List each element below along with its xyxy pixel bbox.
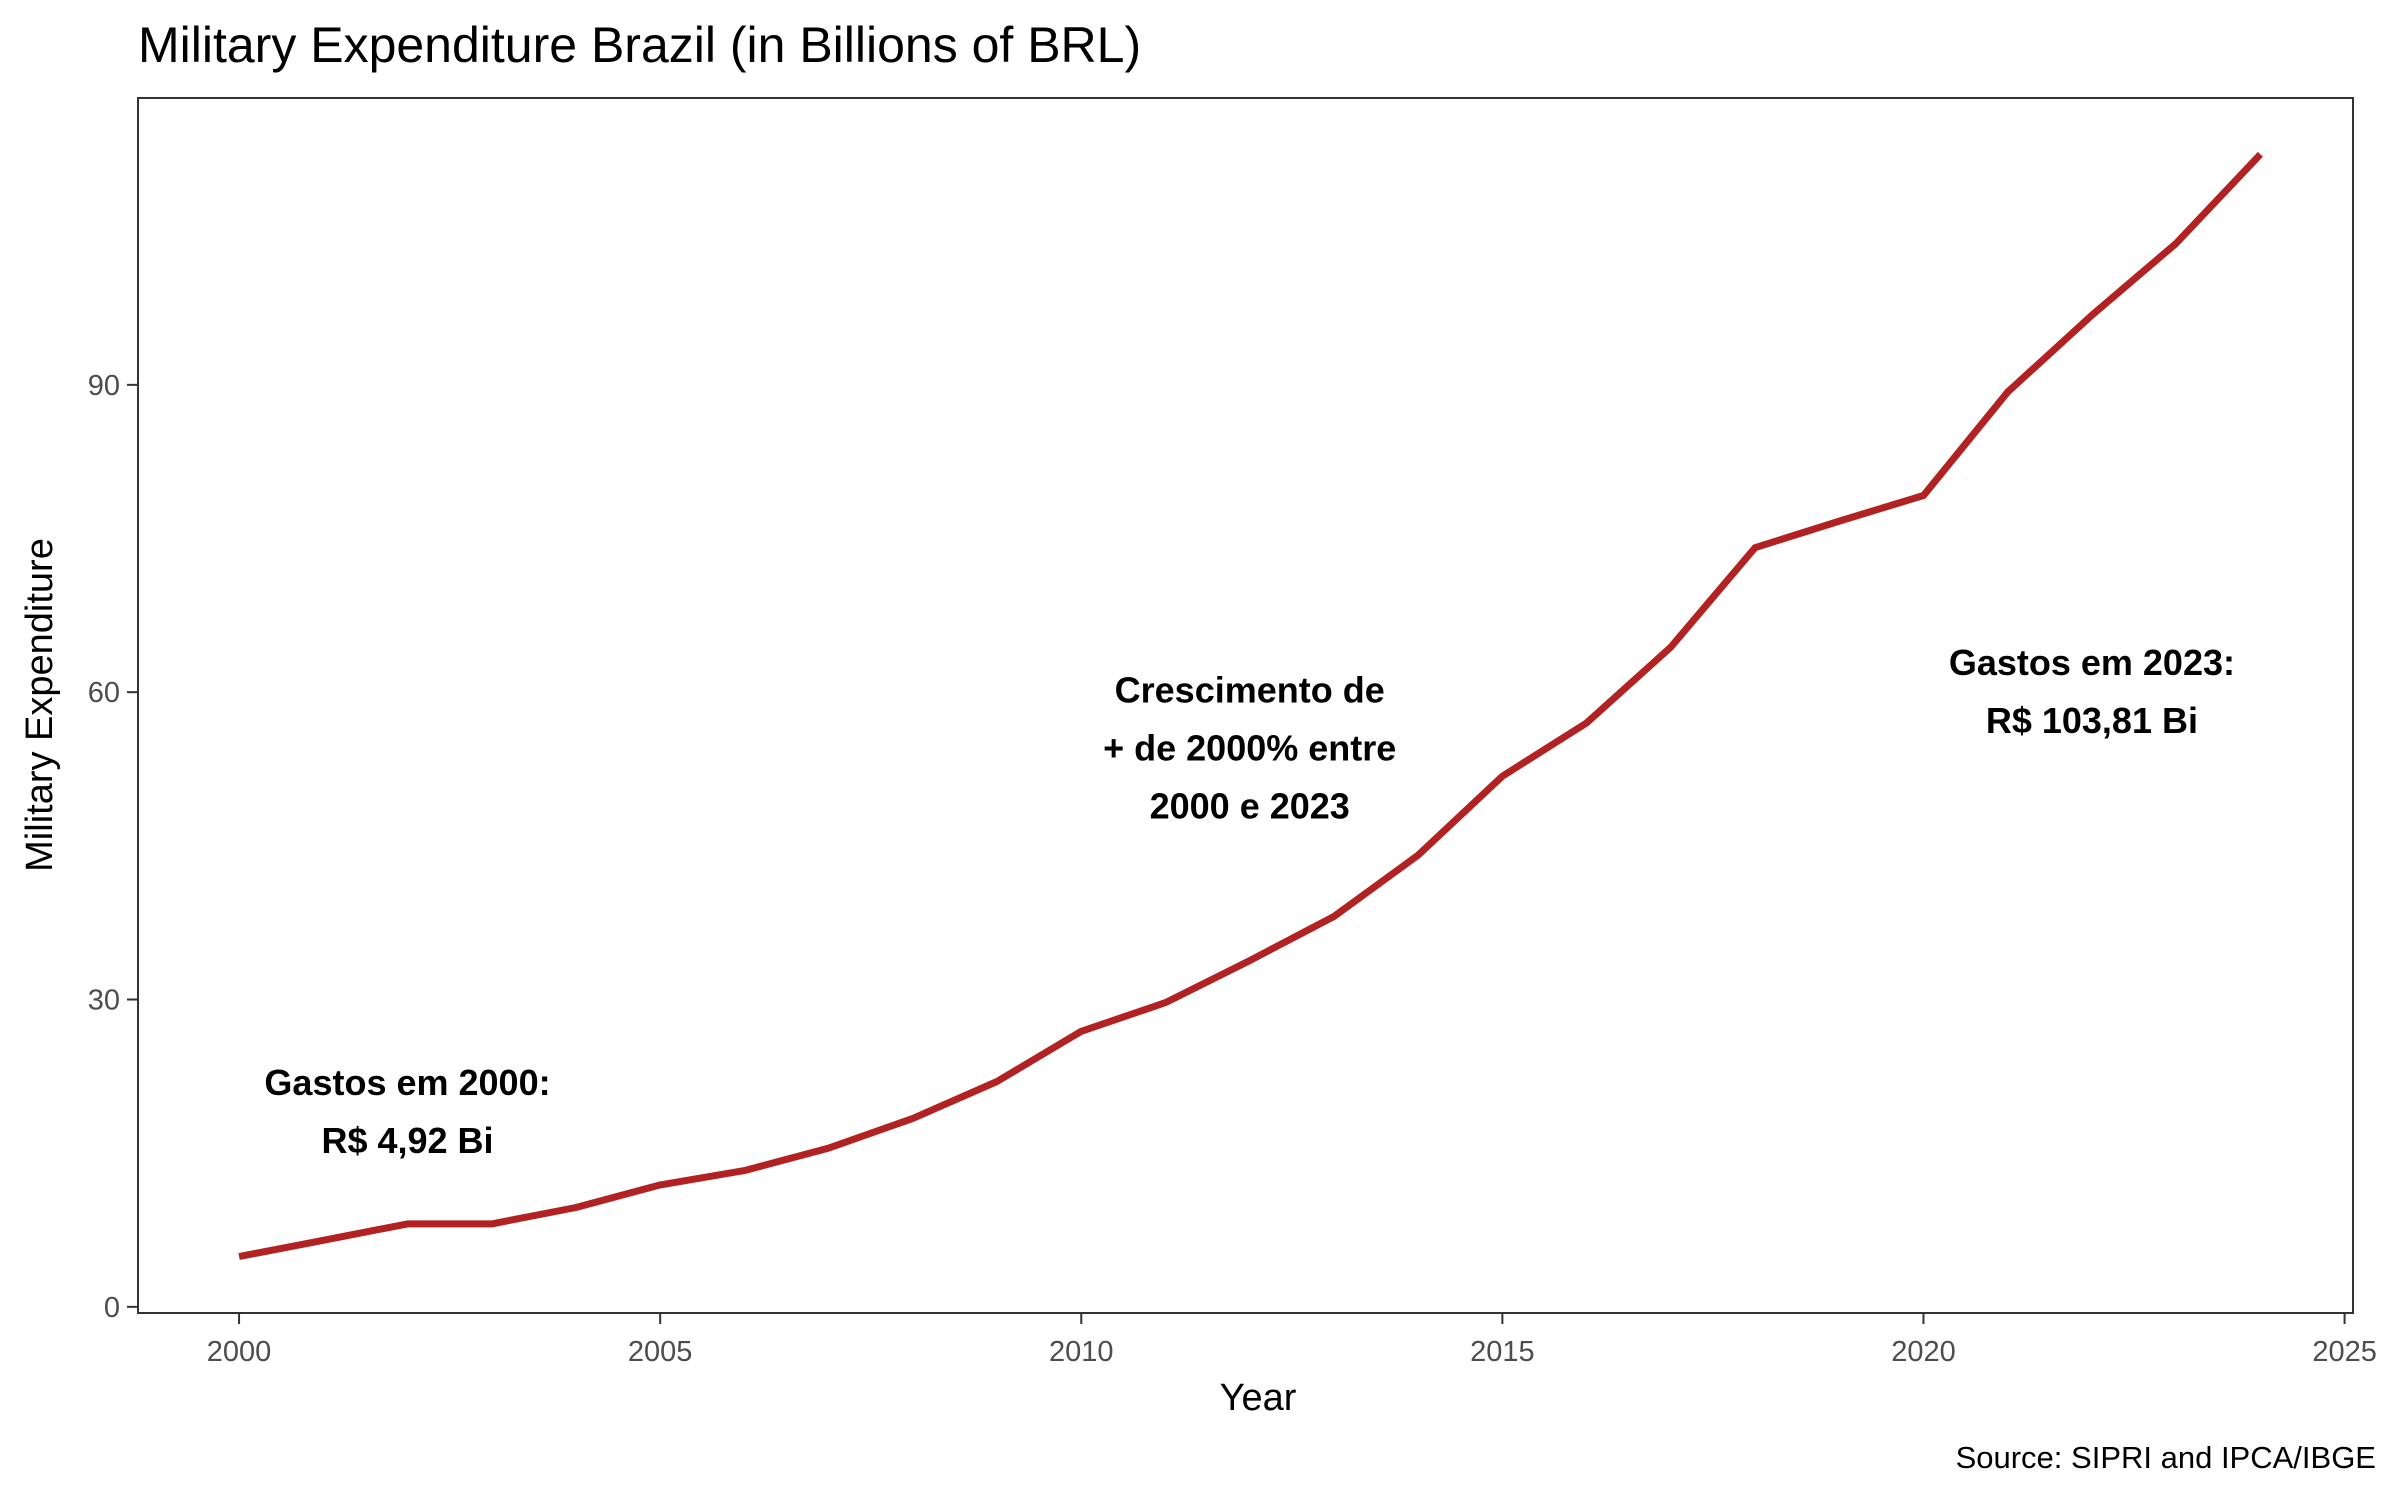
series-line	[238, 151, 2263, 1260]
x-tick-label: 2025	[2312, 1336, 2377, 1368]
annotation-line: Crescimento de	[1115, 670, 1385, 711]
x-axis: 2000 2005 2010 2015 2020 2025	[207, 1313, 2377, 1368]
y-axis: 0 30 60 90	[88, 370, 138, 1324]
source-caption: Source: SIPRI and IPCA/IBGE	[1956, 1440, 2376, 1475]
annotation-line: Gastos em 2023:	[1949, 642, 2235, 683]
y-tick-label: 0	[104, 1292, 120, 1324]
x-tick-label: 2005	[628, 1336, 693, 1368]
annotation-line: + de 2000% entre	[1103, 728, 1396, 769]
y-axis-title: Military Expenditure	[19, 538, 61, 872]
annotation-line: 2000 e 2023	[1150, 786, 1350, 827]
annotation-line: R$ 103,81 Bi	[1986, 700, 2198, 741]
y-tick-label: 60	[88, 677, 120, 709]
annotation-line: Gastos em 2000:	[264, 1062, 550, 1103]
y-tick-label: 90	[88, 370, 120, 402]
x-axis-title: Year	[1220, 1377, 1297, 1419]
x-tick-label: 2020	[1891, 1336, 1956, 1368]
annotations: Gastos em 2000: R$ 4,92 Bi Crescimento de +…	[264, 642, 2235, 1161]
plot-panel-border	[137, 97, 2354, 1314]
x-tick-label: 2010	[1049, 1336, 1114, 1368]
x-tick-label: 2000	[207, 1336, 272, 1368]
annotation-line: R$ 4,92 Bi	[321, 1120, 493, 1161]
chart-title: Military Expenditure Brazil (in Billions…	[138, 17, 1141, 73]
y-tick-label: 30	[88, 985, 120, 1017]
x-tick-label: 2015	[1470, 1336, 1535, 1368]
